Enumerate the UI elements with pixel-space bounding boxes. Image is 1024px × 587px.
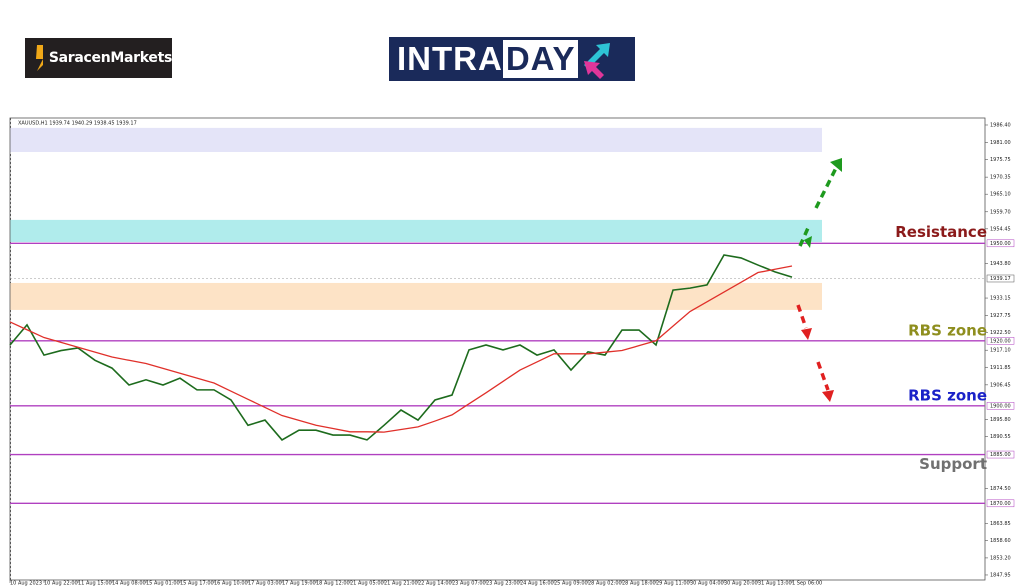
title-icon — [584, 43, 611, 79]
y-tick-label: 1863.85 — [990, 521, 1011, 527]
y-tick-label: 1965.10 — [990, 192, 1011, 198]
y-tick-label: 1927.75 — [990, 313, 1011, 319]
arrow-up — [814, 167, 838, 209]
x-tick-label: 15 Aug 17:00 — [180, 581, 214, 587]
level-label-box — [986, 402, 1015, 410]
x-tick-label: 17 Aug 19:00 — [282, 581, 316, 587]
title-start: INTRA — [397, 40, 503, 77]
y-tick-label: 1975.75 — [990, 157, 1011, 163]
arrow-head — [822, 390, 834, 402]
x-tick-label: 28 Aug 18:00 — [622, 581, 656, 587]
trade-arrows — [796, 158, 842, 402]
level-label-box — [986, 239, 1015, 248]
x-tick-label: 24 Aug 16:00 — [520, 581, 554, 587]
y-tick-label: 1933.15 — [990, 296, 1011, 302]
y-tick-label: 1986.40 — [990, 122, 1011, 128]
arrow-head — [801, 328, 812, 340]
y-tick-label: 1970.35 — [990, 175, 1011, 181]
arrow-down — [816, 361, 830, 391]
level-label-box — [986, 499, 1015, 508]
current-price-box — [986, 274, 1015, 283]
plot-frame — [9, 117, 986, 581]
arrow-head — [804, 236, 812, 248]
brand-name: SaracenMarkets — [48, 50, 172, 66]
x-tick-label: 28 Aug 02:00 — [588, 581, 622, 587]
x-tick-label: 10 Aug 2023 — [10, 581, 42, 587]
x-tick-label: 23 Aug 07:00 — [452, 581, 486, 587]
price-line — [9, 254, 793, 441]
arrow-head — [830, 158, 842, 172]
level-label: 1920.00 — [990, 338, 1011, 344]
x-tick-label: 21 Aug 05:00 — [350, 581, 384, 587]
x-tick-label: 21 Aug 21:00 — [384, 581, 418, 587]
x-tick-label: 1 Sep 06:00 — [792, 581, 822, 587]
y-tick-label: 1943.80 — [990, 261, 1011, 267]
x-tick-label: 25 Aug 09:00 — [554, 581, 588, 587]
level-label-box — [986, 450, 1015, 459]
symbol-info: XAUUSD,H1 1939.74 1940.29 1938.45 1939.1… — [18, 121, 137, 127]
title-logo: INTRA DAY — [389, 37, 635, 81]
level-label: 1885.00 — [990, 452, 1011, 458]
level-label: 1900.00 — [990, 403, 1011, 409]
y-tick-label: 1895.80 — [990, 417, 1011, 423]
x-tick-label: 10 Aug 22:00 — [44, 581, 78, 587]
level-annotation: Resistance — [895, 223, 987, 241]
y-tick-label: 1847.95 — [990, 572, 1011, 578]
level-annotation: Support — [919, 455, 987, 473]
x-tick-label: 30 Aug 20:00 — [724, 581, 758, 587]
y-tick-label: 1981.00 — [990, 140, 1011, 146]
arrow-down — [796, 304, 808, 329]
y-tick-label: 1890.55 — [990, 434, 1011, 440]
x-tick-label: 17 Aug 03:00 — [248, 581, 282, 587]
brand-logo: SaracenMarkets — [25, 38, 172, 78]
level-label-box — [986, 337, 1015, 345]
y-tick-label: 1853.20 — [990, 555, 1011, 561]
y-tick-label: 1954.45 — [990, 226, 1011, 232]
level-label: 1870.00 — [990, 501, 1011, 507]
y-tick-label: 1922.50 — [990, 330, 1011, 336]
current-price-label: 1939.17 — [990, 276, 1011, 282]
title-end: DAY — [502, 40, 579, 78]
x-tick-label: 23 Aug 23:00 — [486, 581, 520, 587]
zone — [10, 282, 822, 310]
level-annotation: RBS zone — [908, 386, 987, 404]
y-tick-label: 1911.85 — [990, 365, 1011, 371]
arrow-up — [798, 227, 810, 247]
x-tick-label: 29 Aug 11:00 — [656, 581, 690, 587]
x-tick-label: 30 Aug 04:00 — [690, 581, 724, 587]
plot: 1986.40 1981.00 1975.75 1970.35 1965.10 1959.… — [9, 117, 1015, 587]
x-tick-label: 18 Aug 12:00 — [316, 581, 350, 587]
x-tick-label: 15 Aug 01:00 — [146, 581, 180, 587]
price-line — [9, 265, 793, 433]
zone — [10, 219, 822, 242]
y-tick-label: 1858.60 — [990, 538, 1011, 544]
x-tick-label: 22 Aug 14:00 — [418, 581, 452, 587]
brand-icon — [36, 45, 43, 71]
x-tick-label: 31 Aug 13:00 — [758, 581, 792, 587]
level-label: 1950.00 — [990, 241, 1011, 247]
x-tick-label: 14 Aug 08:00 — [112, 581, 146, 587]
x-tick-label: 16 Aug 10:00 — [214, 581, 248, 587]
y-tick-label: 1959.70 — [990, 209, 1011, 215]
y-tick-label: 1874.50 — [990, 486, 1011, 492]
y-tick-label: 1917.10 — [990, 348, 1011, 354]
zone — [10, 127, 822, 152]
level-annotation: RBS zone — [908, 321, 987, 339]
x-tick-label: 11 Aug 15:00 — [78, 581, 112, 587]
y-tick-label: 1906.45 — [990, 382, 1011, 388]
